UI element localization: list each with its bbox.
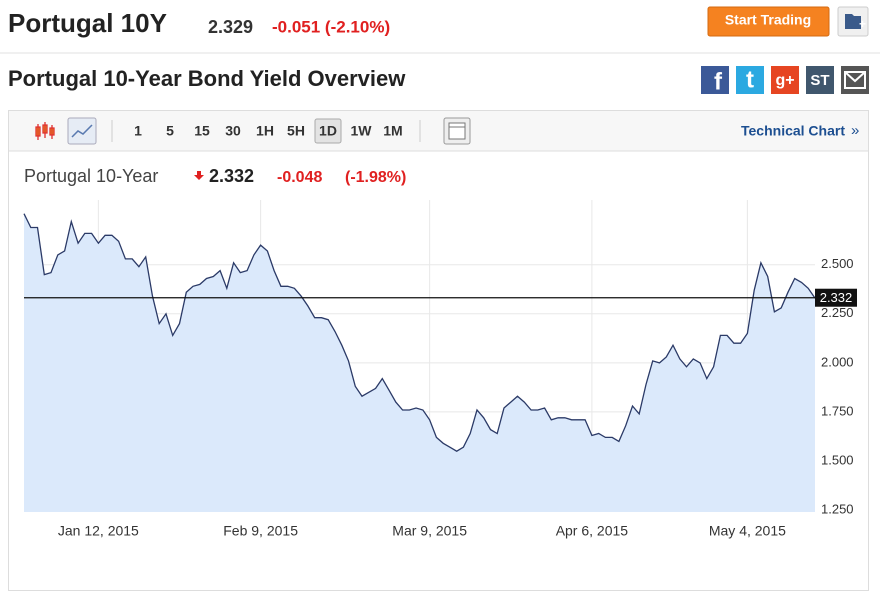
interval-button[interactable]: 1D — [319, 123, 337, 139]
button-label[interactable]: Start Trading — [725, 12, 811, 28]
down-arrow — [194, 171, 204, 180]
candle-icon[interactable] — [35, 122, 55, 140]
chart-change: -0.048 — [277, 169, 322, 186]
active-interval-bg[interactable] — [314, 118, 342, 144]
button-bg[interactable] — [707, 6, 830, 37]
share-gplus[interactable]: g+ — [771, 66, 799, 94]
interval-button[interactable]: 30 — [225, 123, 241, 139]
share-twitter[interactable]: t — [736, 66, 764, 94]
x-tick-label: Jan 12, 2015 — [58, 523, 139, 539]
envelope — [844, 71, 866, 89]
y-tick-label: 2.000 — [821, 354, 854, 369]
folder-icon — [845, 14, 861, 29]
chart-title: Portugal 10-Year — [24, 166, 158, 186]
line — [23, 213, 816, 452]
indicators-button[interactable] — [443, 117, 471, 145]
y-tick-label: 1.500 — [821, 452, 854, 467]
line-icon[interactable] — [71, 124, 93, 138]
interval-button[interactable]: 15 — [194, 123, 210, 139]
icon-label[interactable]: ST — [810, 72, 829, 89]
line-chart-button[interactable] — [67, 117, 97, 145]
indicator-icon[interactable] — [448, 122, 466, 140]
interval-button[interactable]: 1H — [256, 123, 274, 139]
icon-bg[interactable] — [771, 66, 799, 94]
x-tick-label: Apr 6, 2015 — [556, 523, 629, 539]
start-trading-button[interactable]: Start Trading — [707, 6, 830, 37]
chart-change-pct: (-1.98%) — [345, 169, 406, 186]
interval-button[interactable]: 5H — [287, 123, 305, 139]
area — [24, 213, 815, 512]
button-bg[interactable] — [67, 117, 97, 145]
y-tick-label: 2.500 — [821, 256, 854, 271]
price: 2.329 — [208, 17, 253, 37]
y-tick-label: 1.750 — [821, 403, 854, 418]
plus-icon: + — [859, 17, 866, 31]
interval-button[interactable]: 1W — [351, 123, 373, 139]
technical-chart-link[interactable]: Technical Chart — [741, 123, 845, 139]
instrument-title: Portugal 10Y — [8, 8, 167, 38]
icon-label[interactable]: f — [714, 68, 723, 95]
icon-label[interactable]: g+ — [775, 72, 794, 89]
share-facebook[interactable]: f — [701, 66, 729, 95]
share-stocktwits[interactable]: ST — [806, 66, 834, 94]
share-email[interactable] — [841, 66, 869, 94]
portfolio-button[interactable]: + — [837, 6, 869, 37]
interval-button[interactable]: 5 — [166, 123, 174, 139]
plot: Investing.com2.3321.2501.5001.7502.0002.… — [23, 200, 857, 539]
icon-bg[interactable] — [701, 66, 729, 94]
toolbar — [9, 111, 868, 151]
candle-chart-button[interactable] — [35, 122, 55, 140]
icon-bg[interactable] — [806, 66, 834, 94]
x-tick-label: Feb 9, 2015 — [223, 523, 298, 539]
y-tick-label: 2.250 — [821, 305, 854, 320]
interval-buttons: 1 5 15 30 1H 5H 1D 1W 1M — [134, 118, 403, 144]
price-change: -0.051 (-2.10%) — [272, 17, 390, 36]
link-arrow[interactable]: » — [851, 122, 859, 139]
chart-price: 2.332 — [209, 166, 254, 186]
page-title: Portugal 10-Year Bond Yield Overview — [8, 66, 406, 91]
interval-button[interactable]: 1M — [383, 123, 402, 139]
last-price-label: 2.332 — [820, 290, 853, 305]
icon-label[interactable]: t — [746, 66, 754, 93]
y-tick-label: 1.250 — [821, 501, 854, 516]
x-tick-label: Mar 9, 2015 — [392, 523, 467, 539]
last-price-box — [815, 288, 857, 307]
interval-button[interactable]: 1 — [134, 123, 142, 139]
x-tick-label: May 4, 2015 — [709, 523, 786, 539]
icon-bg[interactable] — [736, 66, 764, 94]
